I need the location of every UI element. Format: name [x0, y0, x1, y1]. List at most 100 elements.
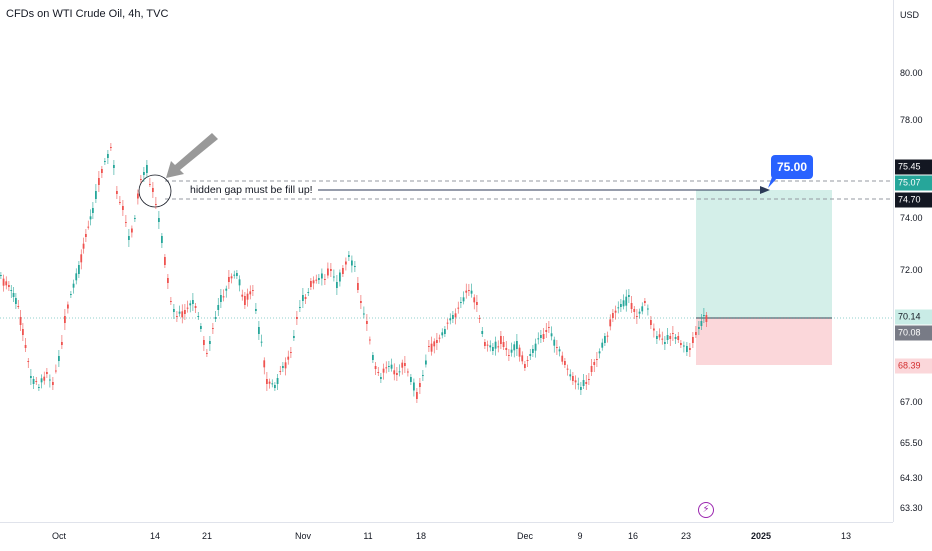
candle-body [558, 349, 561, 352]
price-tick: 78.00 [900, 115, 923, 125]
candle-body [647, 308, 649, 310]
candle-body [206, 353, 208, 354]
candle-body [588, 379, 590, 380]
candle-body [110, 147, 112, 148]
candle-body [318, 278, 320, 280]
candle-body [101, 169, 103, 173]
candle-body [537, 338, 540, 340]
candle-body [238, 279, 241, 286]
candle-body [609, 319, 612, 327]
candle-body [284, 362, 287, 369]
candle-body [444, 329, 446, 334]
candle-body [494, 341, 497, 349]
candle-body [52, 382, 54, 385]
candle-body [212, 328, 214, 329]
price-tick: 64.30 [900, 473, 923, 483]
candle-body [377, 372, 380, 373]
candle-body [12, 293, 15, 297]
candle-body [357, 283, 359, 290]
candle-body [170, 301, 172, 302]
candle-body [510, 349, 513, 353]
chart-area[interactable]: CFDs on WTI Crude Oil, 4h, TVC hidden ga… [0, 0, 893, 522]
candle-body [374, 366, 377, 369]
candle-body [404, 363, 406, 366]
candle-body [401, 362, 404, 368]
candle-body [61, 342, 63, 345]
candle-body [628, 295, 630, 297]
candle-body [553, 339, 556, 346]
candle-body [184, 310, 186, 314]
candle-body [633, 309, 636, 312]
time-label: Nov [294, 531, 312, 541]
candle-body [244, 296, 246, 305]
candle-body [290, 352, 292, 353]
candle-body [644, 301, 646, 303]
stop-zone[interactable] [696, 318, 832, 365]
candle-body [680, 343, 682, 345]
currency-label[interactable]: USD [900, 10, 920, 20]
price-tag-74-70: 74.70 [895, 192, 932, 208]
candle-body [526, 360, 529, 361]
candle-body [428, 346, 430, 347]
candle-body [542, 334, 545, 339]
candle-body [674, 337, 677, 339]
candle-body [22, 329, 24, 335]
candle-body [119, 202, 121, 203]
candle-body [407, 371, 409, 373]
lightning-icon[interactable]: ⚡ [698, 502, 714, 518]
candle-body [410, 377, 412, 382]
candle-body [137, 193, 139, 199]
price-tick: 80.00 [900, 68, 923, 78]
candlestick-chart[interactable] [0, 0, 893, 522]
candle-body [470, 290, 473, 294]
target-price-bubble[interactable]: 75.00 [771, 155, 813, 179]
candle-body [413, 382, 415, 391]
time-axis[interactable]: Oct 14 21 Nov 11 18 Dec 9 16 23 2025 13 [0, 522, 893, 551]
candle-body [155, 204, 157, 205]
candle-body [167, 278, 169, 283]
candle-body [348, 255, 350, 257]
candle-body [46, 372, 48, 374]
candle-body [658, 334, 661, 338]
candle-body [10, 290, 13, 291]
candle-body [122, 206, 124, 210]
target-zone[interactable] [696, 190, 832, 318]
candle-body [656, 336, 658, 339]
candle-body [228, 277, 230, 282]
candle-body [255, 309, 257, 311]
candle-body [2, 278, 5, 286]
candle-body [271, 383, 274, 385]
candle-body [664, 342, 666, 344]
candle-body [502, 342, 505, 347]
candle-body [351, 260, 353, 266]
candle-body [561, 355, 564, 362]
price-axis[interactable]: USD 80.00 78.00 74.00 72.00 67.00 65.50 … [893, 0, 932, 522]
candle-body [176, 316, 178, 317]
gap-annotation[interactable]: hidden gap must be fill up! [190, 184, 313, 196]
candle-body [677, 336, 680, 340]
candle-body [64, 316, 66, 323]
candle-body [209, 341, 211, 344]
candle-body [518, 347, 521, 357]
candle-body [258, 327, 260, 334]
price-tag-75-45: 75.45 [895, 159, 932, 175]
chart-title: CFDs on WTI Crude Oil, 4h, TVC [6, 8, 169, 20]
candle-body [203, 340, 205, 345]
price-tick: 65.50 [900, 438, 923, 448]
candle-body [287, 356, 290, 360]
target-bubble-tail [768, 177, 778, 188]
candle-body [15, 298, 17, 304]
candle-body [217, 305, 220, 310]
candle-body [457, 307, 460, 309]
candle-body [143, 172, 145, 175]
candle-body [521, 355, 524, 362]
candle-body [419, 383, 421, 387]
candle-body [569, 374, 572, 377]
candle-body [24, 345, 27, 348]
candle-body [484, 342, 486, 346]
candle-body [17, 306, 20, 307]
candle-body [149, 184, 151, 185]
candle-body [330, 269, 332, 271]
candle-body [598, 351, 601, 354]
candle-body [529, 354, 532, 356]
